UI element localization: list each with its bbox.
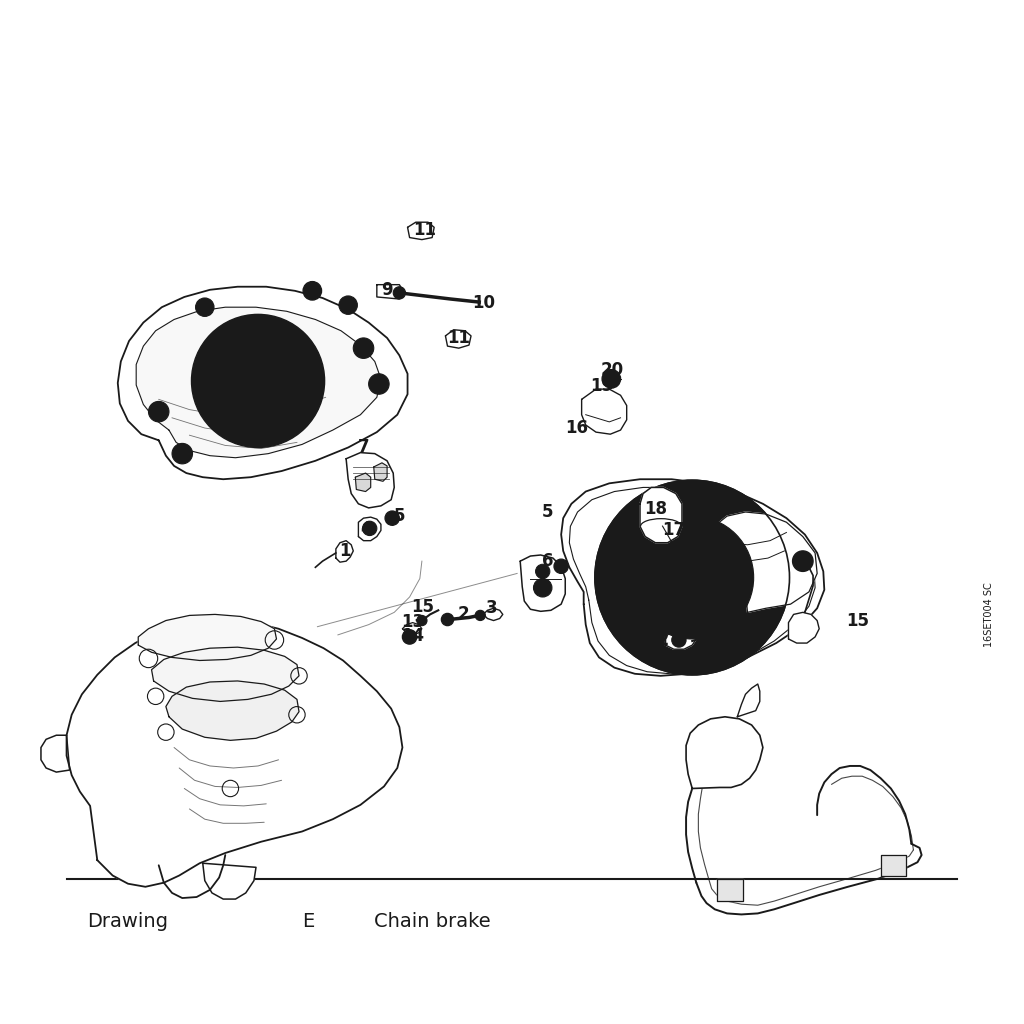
Text: 20: 20 (601, 360, 624, 379)
Polygon shape (41, 735, 70, 772)
Text: 5: 5 (542, 503, 554, 521)
Circle shape (536, 564, 550, 579)
Polygon shape (152, 647, 299, 701)
Polygon shape (336, 541, 353, 562)
Polygon shape (445, 330, 471, 348)
Polygon shape (717, 879, 743, 901)
Text: 7: 7 (357, 438, 370, 457)
Polygon shape (136, 307, 381, 458)
Circle shape (172, 443, 193, 464)
Text: 8: 8 (307, 284, 319, 302)
Circle shape (393, 287, 406, 299)
Circle shape (475, 610, 485, 621)
Polygon shape (712, 512, 817, 612)
Text: 19: 19 (591, 377, 613, 395)
Circle shape (339, 296, 357, 314)
Polygon shape (159, 855, 225, 898)
Polygon shape (402, 623, 422, 635)
Polygon shape (346, 453, 394, 508)
Text: 22: 22 (647, 631, 670, 649)
Circle shape (362, 521, 377, 536)
Circle shape (554, 559, 568, 573)
Polygon shape (640, 487, 682, 543)
Polygon shape (737, 684, 760, 717)
Text: 9: 9 (381, 281, 393, 299)
Polygon shape (203, 863, 256, 899)
Circle shape (191, 314, 325, 447)
Circle shape (417, 615, 427, 626)
Polygon shape (483, 608, 503, 621)
Circle shape (148, 401, 169, 422)
Circle shape (602, 370, 621, 388)
Text: 16SET004 SC: 16SET004 SC (984, 582, 994, 647)
Polygon shape (355, 473, 371, 492)
Polygon shape (520, 555, 565, 611)
Text: 11: 11 (447, 329, 470, 347)
Polygon shape (377, 285, 404, 299)
Polygon shape (118, 287, 408, 479)
Circle shape (631, 516, 754, 639)
Text: Drawing: Drawing (87, 912, 168, 931)
Circle shape (232, 355, 284, 407)
Text: 17: 17 (663, 521, 685, 540)
Text: 21: 21 (678, 617, 700, 636)
Text: 10: 10 (472, 294, 495, 312)
Text: 6: 6 (542, 552, 554, 570)
Text: 18: 18 (644, 500, 667, 518)
Polygon shape (582, 389, 627, 434)
Polygon shape (67, 620, 402, 887)
Circle shape (209, 332, 307, 430)
Circle shape (303, 282, 322, 300)
Polygon shape (408, 222, 434, 240)
Polygon shape (374, 463, 387, 481)
Polygon shape (358, 517, 381, 541)
Text: 4: 4 (359, 520, 372, 539)
Circle shape (353, 338, 374, 358)
Circle shape (402, 630, 417, 644)
Text: 1: 1 (339, 542, 351, 560)
Polygon shape (561, 479, 824, 676)
Circle shape (672, 633, 686, 647)
Text: 14: 14 (401, 627, 424, 645)
Circle shape (793, 551, 813, 571)
Text: 16: 16 (565, 419, 588, 437)
Circle shape (385, 511, 399, 525)
Text: 5: 5 (393, 507, 406, 525)
Text: Chain brake: Chain brake (374, 912, 490, 931)
Circle shape (441, 613, 454, 626)
Text: 3: 3 (485, 599, 498, 617)
Circle shape (662, 547, 723, 608)
Text: 15: 15 (412, 598, 434, 616)
Circle shape (638, 640, 658, 660)
Text: E: E (302, 912, 314, 931)
Polygon shape (666, 629, 696, 649)
Text: 12: 12 (678, 587, 700, 605)
Circle shape (369, 374, 389, 394)
Polygon shape (881, 855, 906, 876)
Circle shape (595, 480, 790, 675)
Polygon shape (166, 681, 299, 740)
Circle shape (196, 298, 214, 316)
Circle shape (534, 579, 552, 597)
Polygon shape (138, 614, 276, 660)
Text: 11: 11 (414, 221, 436, 240)
Polygon shape (686, 717, 763, 788)
Text: 15: 15 (847, 611, 869, 630)
Text: 2: 2 (458, 605, 470, 624)
Text: 13: 13 (401, 612, 424, 631)
Polygon shape (788, 612, 819, 643)
